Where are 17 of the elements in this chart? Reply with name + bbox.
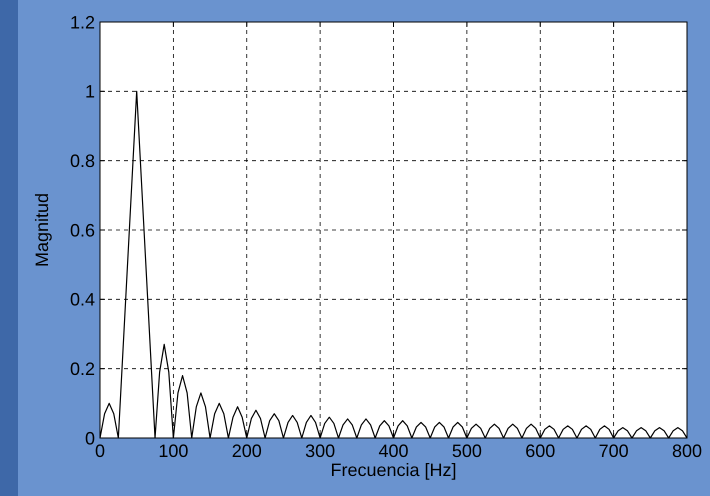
x-tick-label: 700 (598, 441, 629, 461)
y-axis-title: Magnitud (32, 192, 52, 268)
y-tick-label: 0.2 (70, 358, 95, 379)
y-tick-label: 0 (84, 428, 95, 448)
y-tick-label: 0.4 (70, 290, 95, 310)
x-tick-label: 300 (305, 441, 336, 461)
x-tick-label: 100 (158, 441, 188, 461)
x-tick-label: 200 (232, 441, 262, 461)
y-tick-label: 1 (84, 82, 95, 102)
x-tick-label: 400 (378, 441, 409, 461)
y-tick-label: 0.8 (70, 150, 95, 171)
x-tick-label: 500 (452, 441, 482, 461)
x-axis-title: Frecuencia [Hz] (330, 460, 457, 480)
y-tick-label: 0.6 (70, 220, 95, 240)
x-tick-label: 800 (672, 441, 702, 461)
x-tick-label: 600 (525, 441, 556, 461)
y-tick-label: 1.2 (70, 12, 95, 32)
